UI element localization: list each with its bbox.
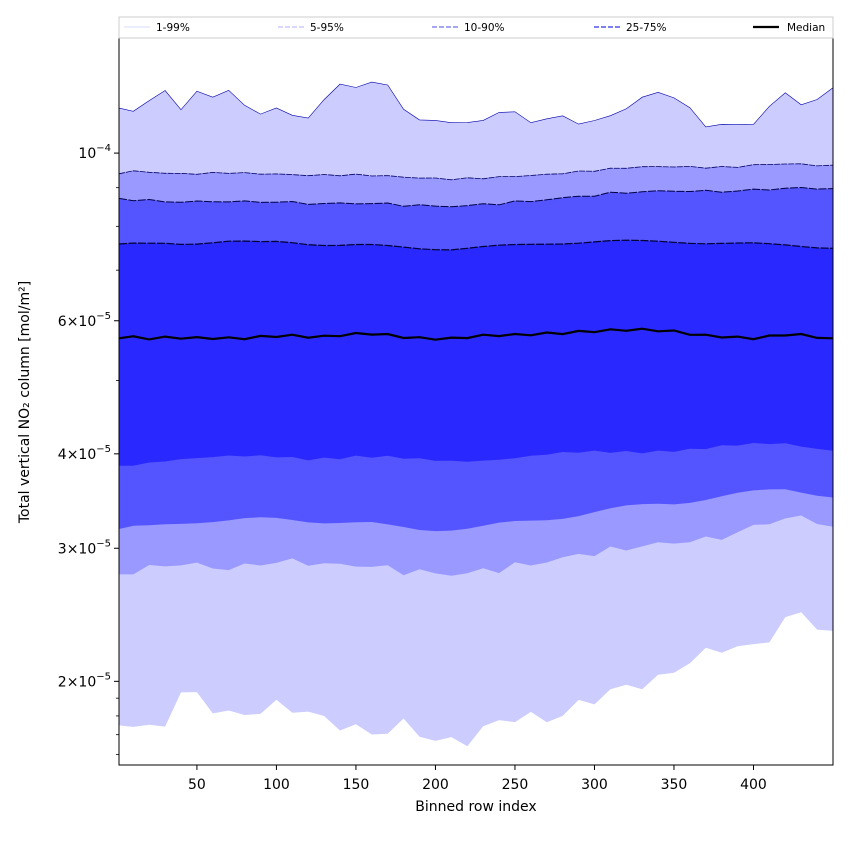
legend-label: 1-99% — [156, 22, 190, 34]
band-upper-edge-10-90 — [118, 186, 834, 208]
legend-label: 10-90% — [464, 22, 505, 34]
x-tick-label: 300 — [581, 777, 608, 793]
x-tick-label: 200 — [422, 777, 449, 793]
y-tick-label: 4×10−5 — [58, 444, 111, 463]
x-tick-label: 250 — [502, 777, 529, 793]
legend: 1-99% 5-95% 10-90% 25-75% Median — [118, 16, 834, 39]
median-line — [118, 327, 834, 341]
x-tick-label: 400 — [740, 777, 767, 793]
legend-label: Median — [787, 22, 825, 34]
band-upper-edge-5-95 — [118, 163, 834, 181]
x-axis-label: Binned row index — [415, 799, 536, 815]
band-25-75 — [119, 240, 833, 466]
band-upper-edge-outer — [118, 81, 834, 128]
x-tick-label: 150 — [343, 777, 370, 793]
legend-label: 25-75% — [626, 22, 667, 34]
band-upper-edge-25-75 — [118, 239, 834, 251]
x-axis: 50 100 150 200 250 300 350 400 — [188, 765, 767, 793]
y-tick-label: 10−4 — [78, 143, 111, 162]
y-tick-label: 6×10−5 — [58, 311, 111, 330]
legend-label: 5-95% — [310, 22, 344, 34]
x-tick-label: 100 — [263, 777, 290, 793]
y-tick-label: 2×10−5 — [58, 671, 111, 690]
y-axis: 2×10−5 3×10−5 4×10−5 6×10−5 10−4 — [58, 143, 119, 755]
median-layer — [118, 327, 834, 341]
y-tick-label: 3×10−5 — [58, 538, 111, 557]
legend-box — [118, 16, 834, 39]
y-axis-label: Total vertical NO₂ column [mol/m²] — [17, 281, 33, 524]
x-tick-label: 50 — [188, 777, 206, 793]
percentile-bands — [118, 81, 834, 747]
x-tick-label: 350 — [661, 777, 688, 793]
